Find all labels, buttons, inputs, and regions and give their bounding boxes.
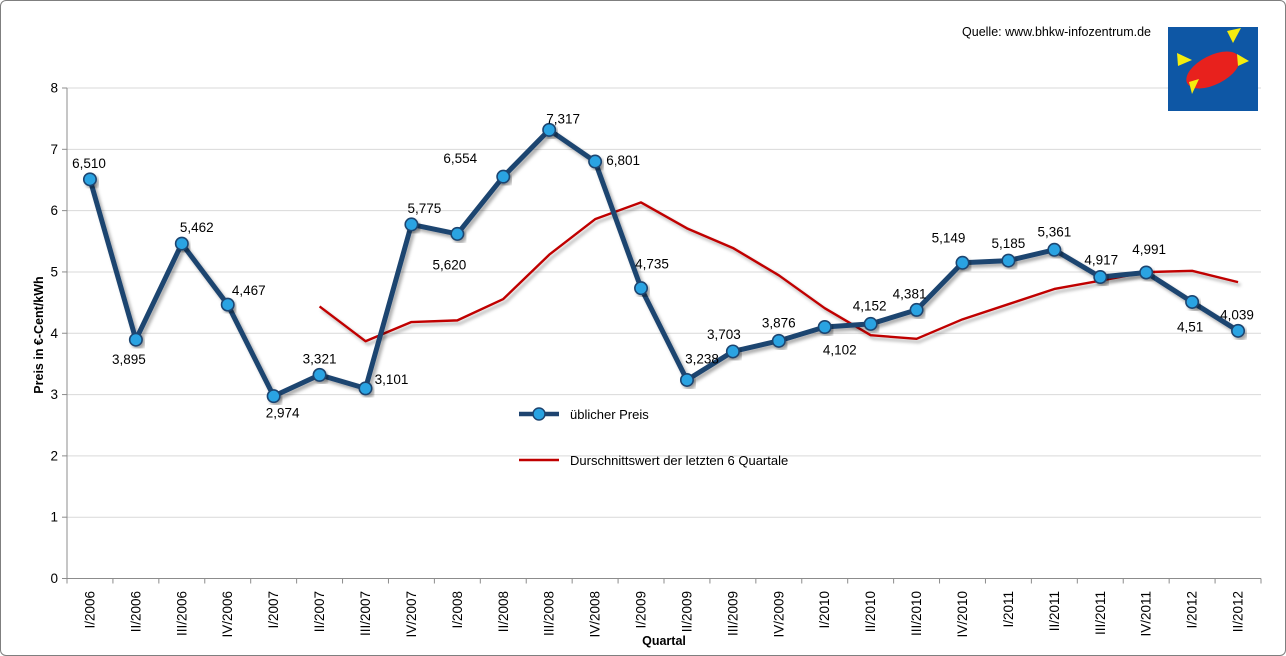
y-axis-title: Preis in €-Cent/kWh: [32, 276, 46, 394]
svg-text:IV/2011: IV/2011: [1139, 591, 1154, 637]
svg-text:4,735: 4,735: [635, 257, 669, 272]
svg-text:1: 1: [50, 510, 58, 525]
svg-text:II/2006: II/2006: [128, 591, 143, 632]
svg-text:III/2006: III/2006: [174, 591, 189, 636]
svg-text:IV/2010: IV/2010: [955, 591, 970, 638]
svg-text:II/2011: II/2011: [1047, 591, 1062, 631]
svg-text:5,462: 5,462: [180, 220, 214, 235]
x-axis-title: Quartal: [642, 634, 686, 648]
svg-text:IV/2008: IV/2008: [588, 591, 603, 638]
svg-text:5,775: 5,775: [408, 201, 442, 216]
svg-text:5,149: 5,149: [932, 230, 966, 245]
svg-text:3,101: 3,101: [375, 372, 409, 387]
svg-text:0: 0: [50, 571, 58, 586]
svg-text:III/2011: III/2011: [1093, 591, 1108, 635]
svg-text:4,102: 4,102: [823, 342, 857, 357]
svg-text:7,317: 7,317: [546, 111, 580, 126]
svg-text:4,917: 4,917: [1084, 253, 1118, 268]
svg-text:II/2007: II/2007: [312, 591, 327, 632]
svg-text:4,152: 4,152: [853, 298, 887, 313]
svg-text:IV/2007: IV/2007: [404, 591, 419, 638]
svg-text:2,974: 2,974: [266, 406, 300, 421]
svg-text:II/2008: II/2008: [496, 591, 511, 632]
bhkw-logo: [1168, 27, 1258, 111]
legend-item-ueblicher-preis: üblicher Preis: [518, 406, 649, 422]
legend-item-durchschnittswert: Durschnittswert der letzten 6 Quartale: [518, 452, 788, 468]
svg-text:I/2007: I/2007: [266, 591, 281, 629]
svg-text:5,185: 5,185: [992, 236, 1026, 251]
legend-label: Durschnittswert der letzten 6 Quartale: [570, 452, 789, 468]
svg-text:II/2009: II/2009: [679, 591, 694, 632]
legend-label: üblicher Preis: [570, 406, 649, 422]
svg-text:8: 8: [50, 81, 58, 96]
svg-text:III/2007: III/2007: [358, 591, 373, 636]
svg-text:6,554: 6,554: [443, 151, 477, 166]
svg-text:6,510: 6,510: [72, 156, 106, 171]
svg-text:4,381: 4,381: [893, 286, 927, 301]
svg-text:II/2010: II/2010: [863, 591, 878, 632]
svg-text:IV/2006: IV/2006: [220, 591, 235, 638]
svg-text:3: 3: [50, 387, 58, 402]
svg-text:I/2011: I/2011: [1001, 591, 1016, 628]
svg-text:I/2006: I/2006: [82, 591, 97, 629]
svg-text:4,039: 4,039: [1220, 307, 1254, 322]
svg-text:5,361: 5,361: [1037, 224, 1071, 239]
legend-line-marker-icon: [519, 407, 559, 421]
legend-line-icon: [519, 458, 559, 462]
svg-text:I/2010: I/2010: [817, 591, 832, 629]
svg-text:4: 4: [50, 326, 58, 341]
svg-text:3,703: 3,703: [707, 327, 741, 342]
svg-text:6,801: 6,801: [606, 153, 640, 168]
svg-text:3,895: 3,895: [112, 352, 146, 367]
svg-text:IV/2009: IV/2009: [771, 591, 786, 638]
svg-text:6: 6: [50, 203, 58, 218]
svg-text:5: 5: [50, 264, 58, 279]
svg-text:III/2009: III/2009: [725, 591, 740, 636]
svg-text:III/2008: III/2008: [542, 591, 557, 636]
source-attribution: Quelle: www.bhkw-infozentrum.de: [962, 25, 1151, 39]
svg-text:4,51: 4,51: [1177, 319, 1203, 334]
svg-text:4,991: 4,991: [1132, 242, 1166, 257]
svg-text:I/2009: I/2009: [634, 591, 649, 629]
svg-text:3,321: 3,321: [303, 351, 337, 366]
svg-text:5,620: 5,620: [432, 257, 466, 272]
svg-text:3,876: 3,876: [762, 315, 796, 330]
svg-text:I/2008: I/2008: [450, 591, 465, 629]
svg-text:7: 7: [50, 142, 58, 157]
svg-text:4,467: 4,467: [232, 283, 266, 298]
svg-text:2: 2: [50, 448, 58, 463]
svg-text:II/2012: II/2012: [1231, 591, 1246, 632]
svg-text:I/2012: I/2012: [1185, 591, 1200, 629]
svg-text:III/2010: III/2010: [909, 591, 924, 636]
svg-text:3,238: 3,238: [685, 351, 719, 366]
